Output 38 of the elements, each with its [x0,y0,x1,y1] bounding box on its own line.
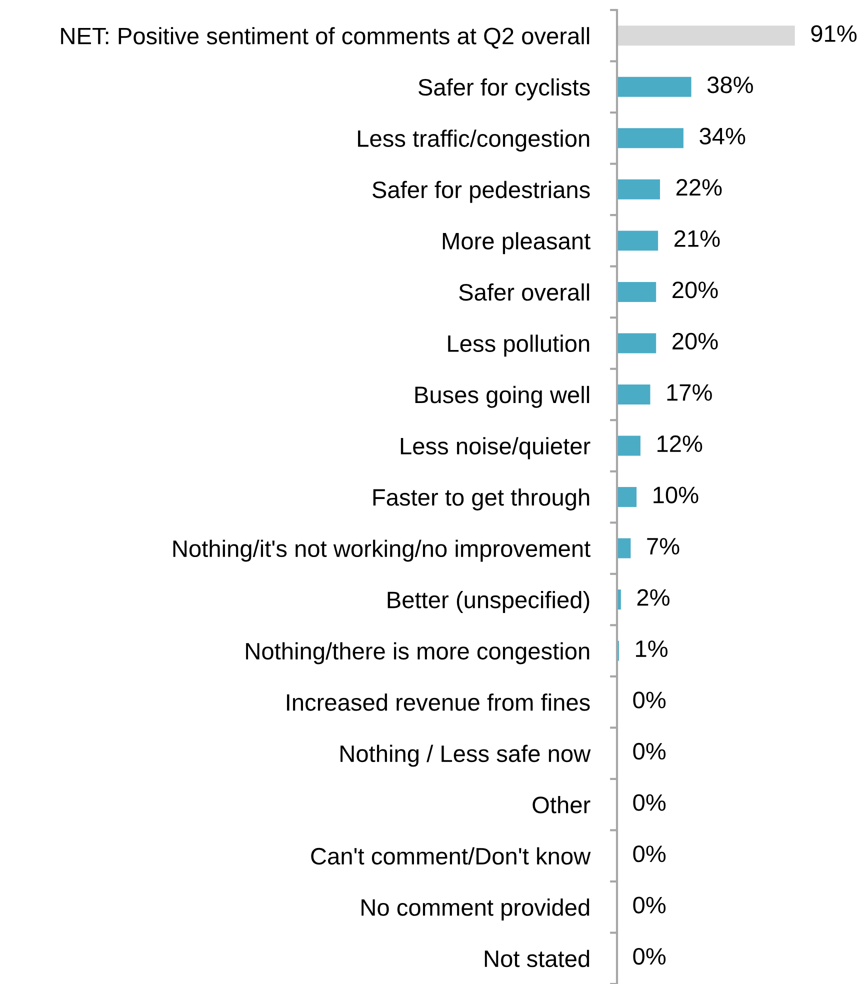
data-label: 0% [633,742,666,760]
y-tick-label: NET: Positive sentiment of comments at Q2 overall [61,27,590,49]
y-tick-label: Safer overall [459,283,590,301]
data-label: 2% [637,589,670,606]
y-tick-label: Increased revenue from fines [287,693,590,711]
data-label: 20% [672,282,718,298]
y-tick-label: Less noise/quieter [400,437,590,460]
data-label: 0% [633,948,666,965]
y-tick-label: Can't comment/Don't know [311,847,591,865]
data-label: 0% [633,692,666,708]
y-tick-label: Not stated [484,950,590,968]
data-label: 38% [707,76,753,94]
data-label: 17% [667,384,712,401]
y-tick-label: Safer for pedestrians [372,180,590,203]
data-label: 91% [811,25,857,42]
y-tick-label: Less pollution [448,334,590,357]
y-tick-label: Nothing/there is more congestion [246,642,590,664]
y-tick-label: Buses going well [415,386,590,408]
data-label: 1% [636,640,668,658]
y-tick-label: More pleasant [442,232,590,254]
y-tick-label: Other [532,796,590,814]
y-tick-label: Faster to get through [373,488,590,510]
data-label: 0% [633,845,666,862]
y-tick-label: Better (unspecified) [388,590,590,613]
y-tick-label: Less traffic/congestion [358,130,590,152]
data-label: 0% [633,794,666,811]
data-label: 10% [654,486,698,504]
data-label: 0% [633,896,666,914]
data-label: 22% [676,179,722,196]
data-label: 7% [647,538,680,555]
y-tick-label: No comment provided [362,898,590,921]
data-label: 12% [658,435,702,452]
data-label: 20% [672,332,718,350]
y-tick-label: Safer for cyclists [418,78,590,100]
y-tick-label: Nothing / Less safe now [340,744,591,767]
data-label: 21% [674,230,720,247]
y-tick-label: Nothing/it's not working/no improvement [173,540,590,562]
data-label: 34% [700,128,746,144]
